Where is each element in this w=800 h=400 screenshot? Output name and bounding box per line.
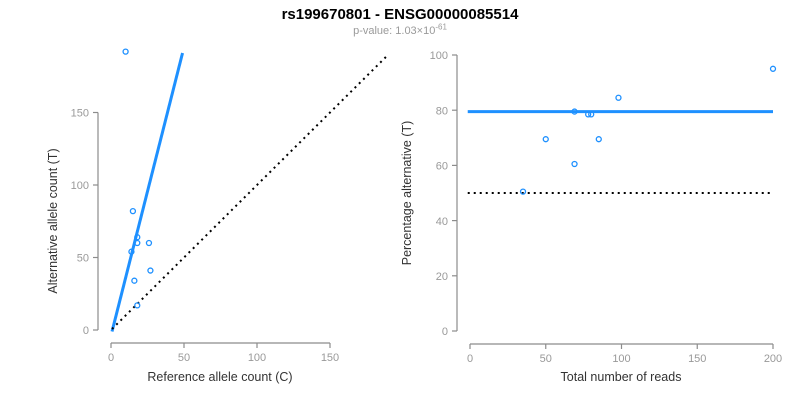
data-point [519,188,527,195]
data-point [128,248,135,255]
x-tick-label: 0 [108,352,114,364]
plot-title: rs199670801 - ENSG00000085514 [281,6,519,23]
data-point [131,277,138,284]
data-point [542,136,549,143]
x-axis-title: Reference allele count (C) [147,370,292,384]
x-axis-title: Total number of reads [561,370,682,384]
data-point [129,207,137,215]
y-tick-label: 0 [83,325,89,337]
y-tick-label: 40 [436,216,448,228]
y-axis-title: Percentage alternative (T) [400,121,414,266]
plot-subtitle: p-value: 1.03×10-61 [0,22,800,37]
y-tick-label: 150 [71,108,89,120]
data-point [595,136,602,143]
p-value-exponent: -61 [435,22,447,32]
x-tick-label: 50 [178,352,190,364]
y-tick-label: 80 [436,105,448,117]
y-tick-label: 100 [430,50,448,62]
data-point [585,111,592,118]
y-tick-label: 100 [71,180,89,192]
y-tick-label: 60 [436,161,448,173]
y-tick-label: 50 [77,253,89,265]
p-value-text: p-value: 1.03×10 [353,25,436,37]
y-tick-label: 20 [436,271,448,283]
data-point [571,108,578,115]
data-point [134,234,141,241]
data-point [134,302,141,309]
x-tick-label: 100 [612,353,630,365]
x-tick-label: 150 [688,353,706,365]
x-tick-label: 200 [764,353,782,365]
data-point [571,160,578,168]
data-point [615,94,622,101]
data-point [145,239,153,247]
fitted-ratio-line [110,52,184,332]
data-point [588,111,595,118]
data-point [122,48,129,55]
x-tick-label: 100 [248,352,266,364]
data-point [134,239,141,247]
data-point [769,65,777,72]
identity-line [111,55,388,330]
y-tick-label: 0 [442,326,448,338]
data-point [147,267,154,274]
x-tick-label: 0 [467,353,473,365]
x-tick-label: 150 [321,352,339,364]
y-axis-title: Alternative allele count (T) [46,148,60,293]
x-tick-label: 50 [540,353,552,365]
